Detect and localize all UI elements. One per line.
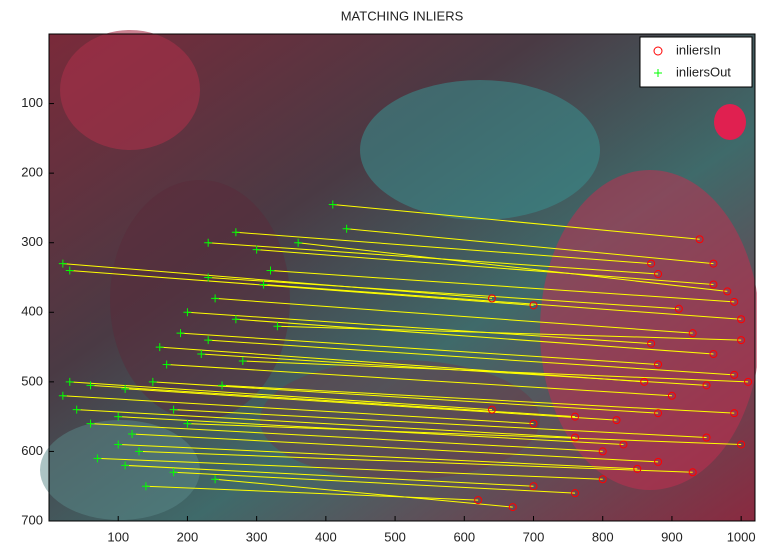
background-image	[40, 30, 757, 521]
chart-title: MATCHING INLIERS	[341, 8, 464, 23]
chart: MATCHING INLIERS inliersIn inliersOut 100…	[0, 0, 757, 549]
y-tick-label: 700	[21, 512, 43, 527]
x-tick-label: 800	[592, 529, 614, 544]
x-tick-label: 400	[315, 529, 337, 544]
y-tick-label: 600	[21, 443, 43, 458]
y-tick-label: 500	[21, 373, 43, 388]
legend-label: inliersOut	[676, 64, 731, 79]
y-tick-label: 100	[21, 95, 43, 110]
legend: inliersIn inliersOut	[640, 37, 752, 87]
x-tick-label: 700	[523, 529, 545, 544]
x-tick-label: 300	[246, 529, 268, 544]
x-tick-label: 600	[453, 529, 475, 544]
x-tick-label: 500	[384, 529, 406, 544]
y-tick-label: 200	[21, 165, 43, 180]
x-tick-label: 200	[177, 529, 199, 544]
x-tick-label: 100	[107, 529, 129, 544]
x-tick-label: 900	[661, 529, 683, 544]
y-tick-label: 400	[21, 304, 43, 319]
legend-label: inliersIn	[676, 42, 721, 57]
y-tick-label: 300	[21, 234, 43, 249]
x-tick-label: 1000	[727, 529, 756, 544]
